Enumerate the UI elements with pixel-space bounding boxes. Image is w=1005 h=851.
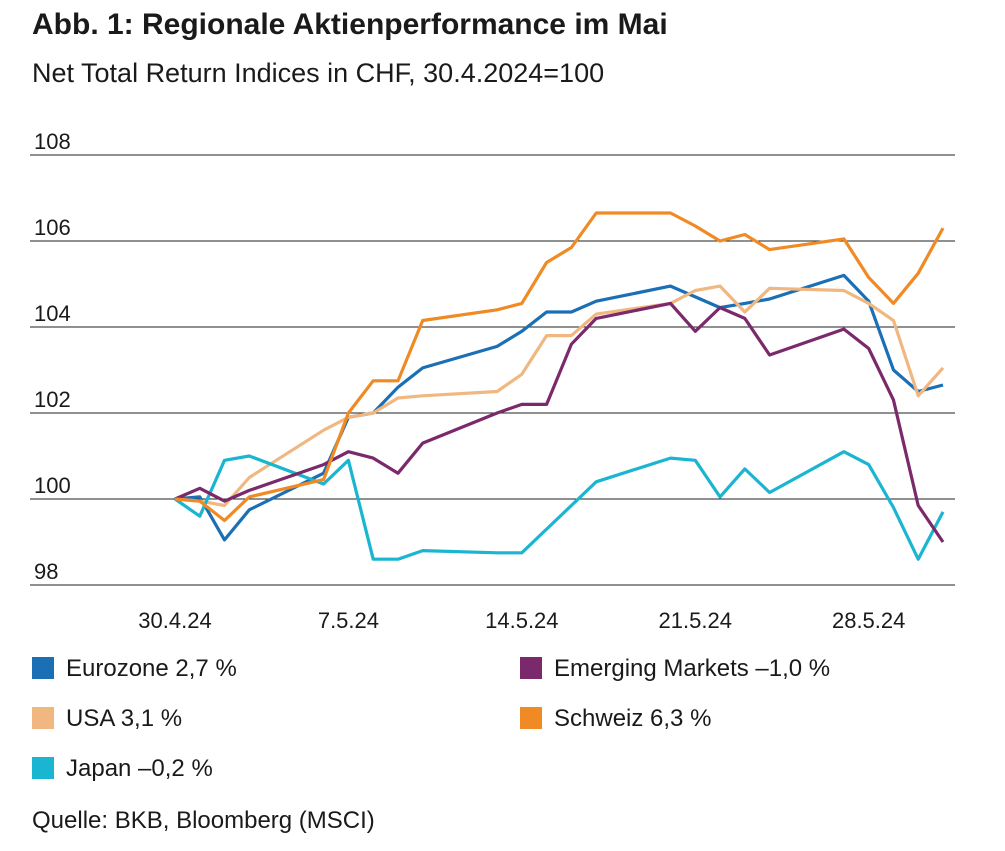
chart-title: Abb. 1: Regionale Aktienperformance im M… <box>32 8 668 41</box>
chart-subtitle: Net Total Return Indices in CHF, 30.4.20… <box>32 58 604 88</box>
legend-label: Emerging Markets –1,0 % <box>554 655 830 682</box>
legend-swatch <box>32 757 54 779</box>
series-line <box>174 211 945 523</box>
y-tick-label: 104 <box>34 301 71 326</box>
legend-swatch <box>32 707 54 729</box>
legend-label: Schweiz 6,3 % <box>554 705 711 732</box>
x-tick-label: 7.5.24 <box>318 608 379 633</box>
legend-swatch <box>520 707 542 729</box>
legend-label: Japan –0,2 % <box>66 755 213 782</box>
y-tick-label: 98 <box>34 559 58 584</box>
legend-swatch <box>32 657 54 679</box>
legend-label: Eurozone 2,7 % <box>66 655 237 682</box>
x-tick-label: 30.4.24 <box>138 608 211 633</box>
x-tick-label: 21.5.24 <box>659 608 732 633</box>
x-tick-label: 14.5.24 <box>485 608 558 633</box>
series-line <box>174 301 945 543</box>
source: Quelle: BKB, Bloomberg (MSCI) <box>32 807 375 834</box>
legend-label: USA 3,1 % <box>66 705 182 732</box>
x-tick-label: 28.5.24 <box>832 608 905 633</box>
series-line <box>174 450 945 561</box>
legend-swatch <box>520 657 542 679</box>
y-tick-label: 100 <box>34 473 71 498</box>
series-line <box>174 273 944 542</box>
series-line <box>174 284 945 508</box>
y-tick-label: 108 <box>34 129 71 154</box>
y-tick-label: 102 <box>34 387 71 412</box>
y-tick-label: 106 <box>34 215 71 240</box>
